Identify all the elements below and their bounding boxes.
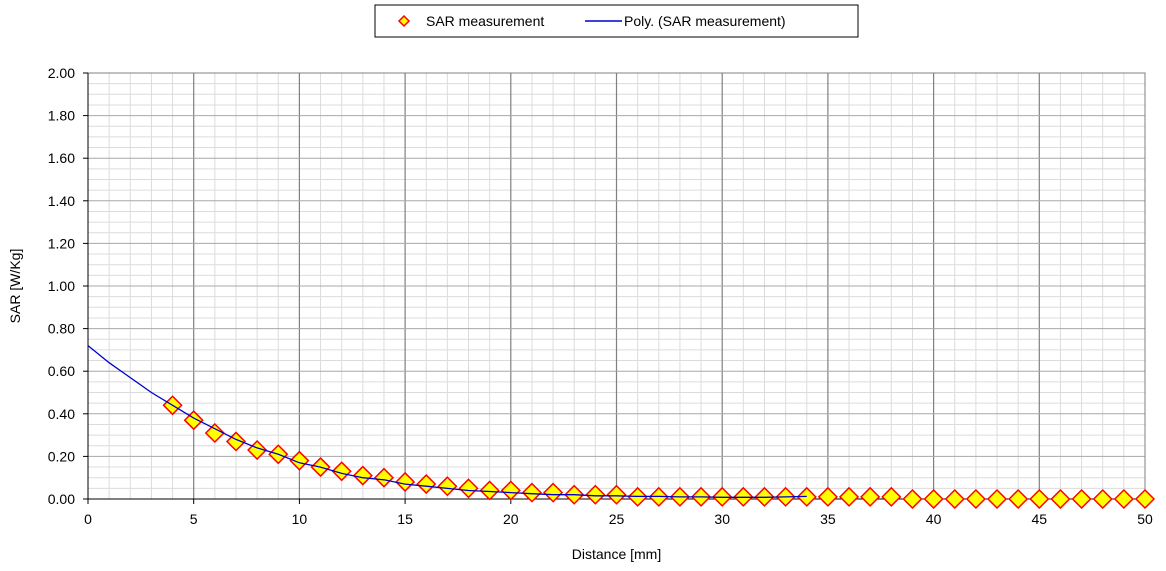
y-tick-label: 1.00 xyxy=(48,278,75,294)
x-tick-label: 5 xyxy=(190,511,198,527)
sar-measurement-point xyxy=(458,478,479,499)
legend-label-sar-measurement: SAR measurement xyxy=(426,13,544,29)
sar-measurement-point xyxy=(395,471,416,493)
poly-trendline xyxy=(87,345,807,498)
x-tick-label: 40 xyxy=(926,511,942,527)
sar-measurement-point xyxy=(838,486,860,507)
sar-measurement-point xyxy=(352,465,373,486)
x-tick-label: 50 xyxy=(1137,511,1153,527)
sar-measurement-point xyxy=(585,484,606,505)
sar-measurement-point xyxy=(860,486,881,507)
x-tick-label: 10 xyxy=(292,511,308,527)
sar-measurement-point xyxy=(965,488,986,510)
sar-measurement-point xyxy=(204,422,225,444)
x-tick-label: 25 xyxy=(609,511,625,527)
y-tick-label: 0.20 xyxy=(48,448,75,464)
sar-measurement-point xyxy=(521,482,543,503)
sar-measurement-point xyxy=(1134,488,1156,510)
series-layer xyxy=(87,345,1156,510)
x-tick-label: 30 xyxy=(714,511,730,527)
y-tick-label: 0.80 xyxy=(48,321,75,337)
legend-diamond-marker xyxy=(397,14,411,28)
sar-measurement-point xyxy=(1113,488,1134,510)
x-tick-label: 35 xyxy=(820,511,836,527)
sar-measurement-point xyxy=(1008,488,1029,510)
y-tick-label: 1.20 xyxy=(48,235,75,251)
sar-measurement-point xyxy=(479,480,500,501)
sar-measurement-point xyxy=(881,486,902,507)
y-tick-label: 0.60 xyxy=(48,363,75,379)
sar-measurement-point xyxy=(1050,488,1071,510)
sar-measurement-point xyxy=(373,467,395,488)
sar-measurement-point xyxy=(1071,488,1092,510)
legend-label-poly-fit: Poly. (SAR measurement) xyxy=(624,13,786,29)
sar-measurement-point xyxy=(1029,488,1050,510)
sar-measurement-point xyxy=(289,450,310,471)
sar-measurement-point xyxy=(331,461,352,482)
x-axis-tick-labels: 0 5 10 15 20 25 30 35 40 45 50 xyxy=(84,511,1153,527)
sar-measurement-point xyxy=(986,488,1008,510)
y-axis-title: SAR [W/Kg] xyxy=(7,249,23,324)
sar-measurement-point xyxy=(543,482,564,503)
x-tick-label: 0 xyxy=(84,511,92,527)
sar-measurement-point xyxy=(817,486,838,507)
y-tick-label: 1.40 xyxy=(48,193,75,209)
sar-measurement-point xyxy=(1092,488,1113,510)
sar-measurement-point xyxy=(500,480,521,501)
sar-measurement-point xyxy=(606,484,627,505)
y-tick-label: 1.60 xyxy=(48,150,75,166)
sar-measurement-point xyxy=(923,488,944,510)
y-tick-label: 0.40 xyxy=(48,406,75,422)
x-axis-title: Distance [mm] xyxy=(572,546,661,562)
sar-measurement-point xyxy=(902,488,923,510)
y-tick-label: 1.80 xyxy=(48,108,75,124)
major-gridlines xyxy=(88,73,1145,499)
sar-measurement-point xyxy=(416,474,437,495)
y-tick-label: 2.00 xyxy=(48,65,75,81)
sar-measurement-point xyxy=(944,488,965,510)
x-tick-label: 45 xyxy=(1032,511,1048,527)
sar-measurement-point xyxy=(437,476,458,497)
y-axis-tick-labels: 0.00 0.20 0.40 0.60 0.80 1.00 1.20 1.40 1.60 1.80… xyxy=(48,65,75,507)
x-tick-label: 20 xyxy=(503,511,519,527)
legend: SAR measurement Poly. (SAR measurement) xyxy=(374,4,859,38)
y-tick-label: 0.00 xyxy=(48,491,75,507)
x-tick-label: 15 xyxy=(397,511,413,527)
